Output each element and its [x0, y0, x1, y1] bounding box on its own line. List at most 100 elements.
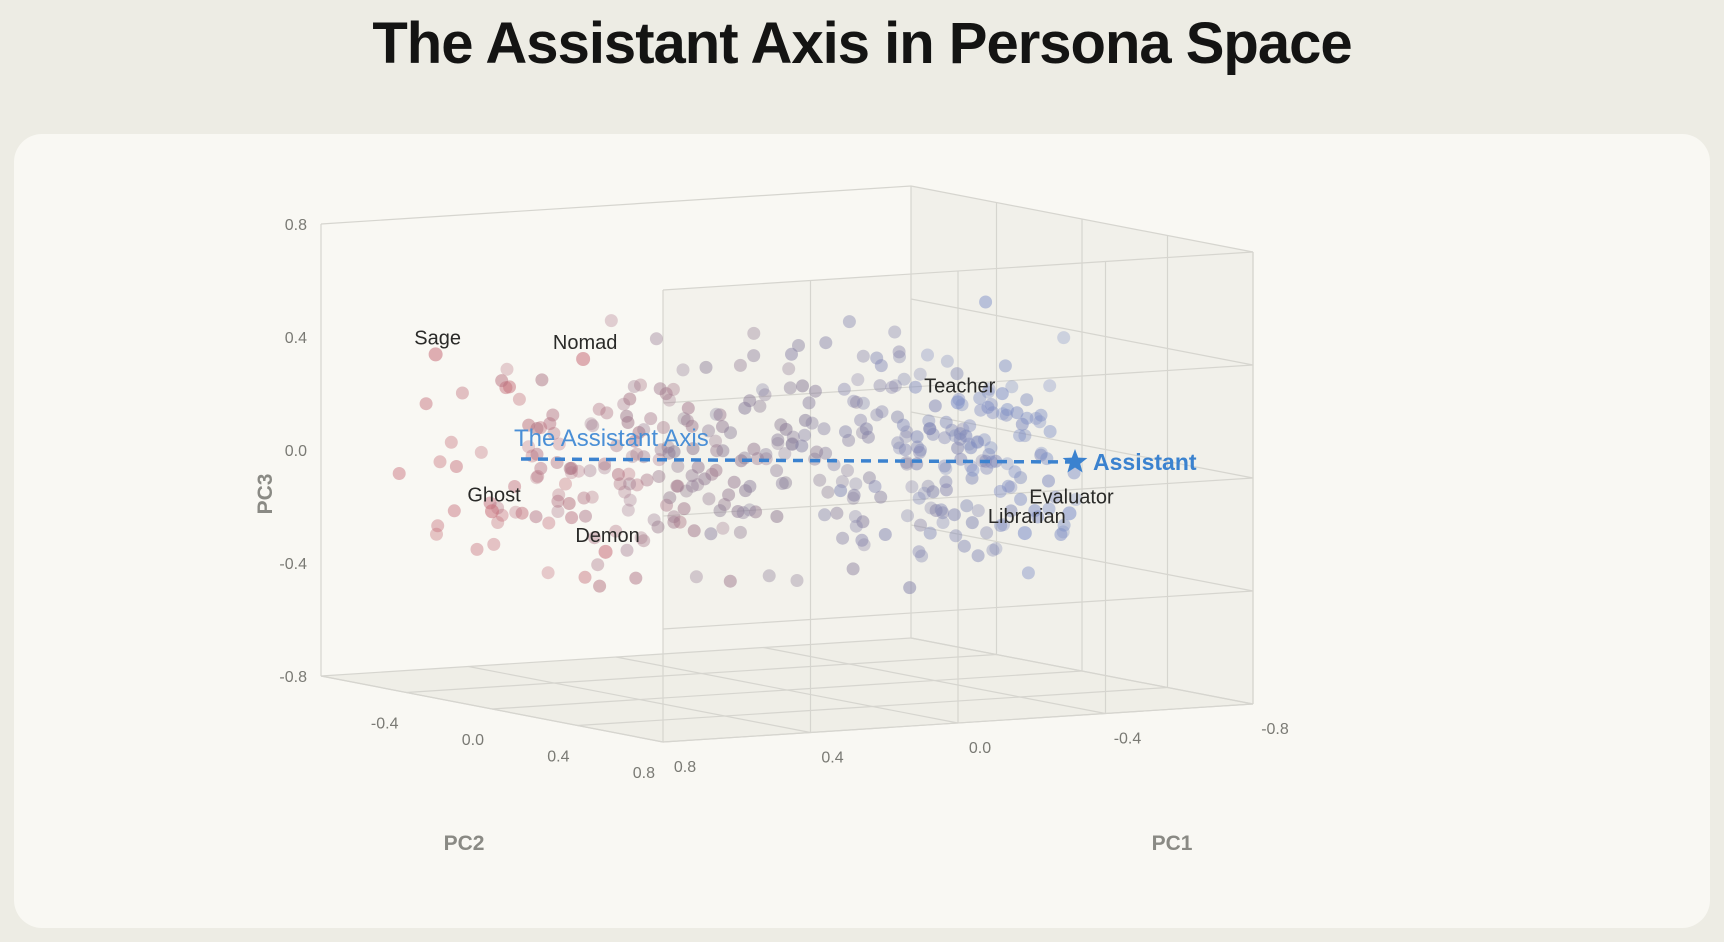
- persona-point: [980, 461, 994, 475]
- persona-point: [948, 429, 962, 443]
- persona-point: [449, 460, 463, 473]
- persona-point: [627, 380, 641, 393]
- labeled-persona-point[interactable]: [1017, 526, 1032, 541]
- persona-point: [874, 490, 888, 504]
- grid-line: [662, 477, 1254, 517]
- persona-point: [888, 325, 902, 339]
- persona-point: [1008, 465, 1022, 479]
- persona-point: [965, 471, 979, 485]
- persona-point: [923, 526, 937, 540]
- persona-point: [819, 336, 833, 350]
- persona-point: [908, 380, 922, 394]
- persona-point: [878, 528, 892, 541]
- persona-point: [1028, 504, 1042, 518]
- persona-point: [598, 461, 612, 475]
- persona-point: [1057, 518, 1071, 532]
- grid-line: [468, 665, 811, 734]
- persona-point: [618, 485, 632, 499]
- persona-point: [913, 367, 927, 381]
- persona-point: [875, 405, 889, 419]
- x-tick-label: -0.4: [1114, 731, 1142, 748]
- persona-point: [583, 464, 597, 478]
- persona-point: [1018, 429, 1032, 443]
- persona-point: [995, 387, 1009, 401]
- persona-point: [722, 488, 736, 502]
- persona-point: [667, 510, 681, 524]
- persona-point: [936, 506, 950, 520]
- persona-point: [910, 457, 924, 471]
- persona-label-teacher: Teacher: [924, 375, 995, 397]
- persona-point: [698, 472, 712, 486]
- persona-point: [805, 416, 819, 430]
- persona-point: [610, 439, 624, 453]
- persona-point: [652, 470, 666, 483]
- labeled-persona-point[interactable]: [428, 347, 443, 362]
- persona-point: [691, 460, 705, 474]
- persona-point: [670, 479, 684, 493]
- persona-point: [565, 511, 579, 525]
- labeled-persona-point[interactable]: [485, 504, 499, 519]
- persona-point: [500, 362, 514, 376]
- persona-point: [898, 443, 912, 457]
- persona-point: [970, 435, 984, 449]
- persona-point: [709, 407, 723, 421]
- persona-point: [982, 382, 996, 396]
- persona-point: [912, 545, 926, 559]
- persona-point: [685, 469, 699, 483]
- persona-point: [910, 430, 924, 444]
- persona-label-ghost: Ghost: [467, 484, 521, 506]
- persona-point: [848, 510, 862, 523]
- axis-edge: [320, 675, 664, 743]
- labeled-persona-point[interactable]: [576, 352, 591, 366]
- persona-point: [656, 421, 670, 434]
- labeled-persona-point[interactable]: [950, 395, 965, 410]
- grid-line: [662, 703, 1254, 743]
- persona-point: [562, 497, 576, 510]
- persona-point: [530, 422, 544, 435]
- persona-point: [785, 437, 799, 451]
- persona-point: [667, 445, 681, 459]
- persona-label-demon: Demon: [575, 525, 639, 547]
- persona-point: [733, 358, 747, 372]
- persona-point: [749, 505, 763, 519]
- persona-point: [859, 422, 873, 436]
- persona-point: [817, 422, 831, 436]
- labeled-persona-point[interactable]: [598, 544, 613, 559]
- persona-point: [1014, 492, 1028, 506]
- persona-point: [1034, 408, 1048, 422]
- persona-point: [917, 486, 931, 500]
- persona-point: [623, 477, 637, 491]
- persona-point: [531, 469, 545, 483]
- persona-point: [966, 463, 980, 477]
- persona-point: [592, 402, 606, 416]
- persona-point: [923, 422, 937, 436]
- persona-point: [785, 347, 798, 361]
- persona-point: [699, 360, 713, 374]
- persona-point: [913, 445, 927, 459]
- persona-point: [892, 345, 906, 359]
- labeled-persona-point[interactable]: [1062, 506, 1077, 521]
- persona-point: [782, 362, 796, 376]
- x-tick-label: 0.4: [821, 750, 843, 767]
- persona-point: [593, 579, 607, 593]
- star-icon[interactable]: [1062, 449, 1088, 473]
- persona-point: [849, 519, 863, 533]
- persona-point: [685, 479, 699, 493]
- chart-plot[interactable]: 0.8 0.4 0.0 -0.4 -0.8 -0.4 0.0 0.4 0.8 0.8 0.4 0.0 -…: [14, 134, 1710, 928]
- persona-point: [798, 413, 812, 427]
- persona-point: [897, 372, 911, 386]
- persona-point: [851, 373, 865, 387]
- persona-point: [963, 419, 977, 433]
- persona-point: [989, 542, 1003, 556]
- persona-point: [1034, 446, 1048, 460]
- persona-point: [964, 441, 978, 455]
- grid-line: [577, 686, 1168, 727]
- persona-point: [546, 408, 560, 422]
- persona-point: [870, 351, 884, 365]
- persona-point: [836, 531, 850, 545]
- persona-point: [1014, 471, 1028, 485]
- persona-point: [779, 422, 793, 436]
- persona-point: [667, 515, 681, 529]
- persona-point: [856, 349, 870, 363]
- persona-point: [1057, 331, 1071, 345]
